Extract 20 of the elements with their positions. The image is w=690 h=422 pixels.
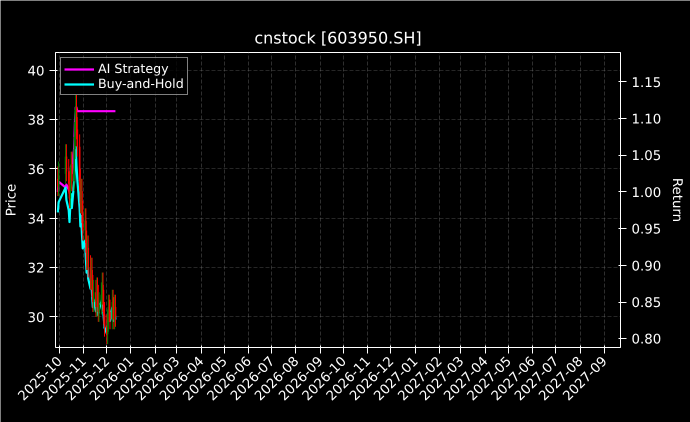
- y-tick-label: 32: [28, 262, 45, 277]
- y-tick-label: 34: [28, 212, 45, 228]
- y-axis-title: Price: [4, 184, 20, 216]
- y-tick-label: 30: [28, 310, 45, 326]
- y2-tick-label: 1.15: [632, 76, 662, 91]
- y2-tick-label: 0.95: [632, 222, 662, 238]
- y2-axis-title: Return: [669, 178, 684, 222]
- line-series: [56, 106, 117, 194]
- y2-tick-label: 0.90: [632, 259, 662, 274]
- y2-tick-label: 1.05: [632, 149, 662, 164]
- y-tick-label: 40: [28, 64, 45, 80]
- y2-tick-label: 1.00: [632, 186, 662, 201]
- y-tick-label: 36: [28, 162, 45, 178]
- legend-label: Buy-and-Hold: [98, 76, 184, 91]
- chart-title: cnstock [603950.SH]: [254, 28, 422, 48]
- y2-tick-label: 0.80: [632, 332, 662, 348]
- legend-label: AI Strategy: [98, 61, 169, 76]
- y-tick-label: 38: [28, 114, 45, 129]
- y2-tick-label: 0.85: [632, 296, 662, 312]
- y2-tick-label: 1.10: [632, 112, 662, 128]
